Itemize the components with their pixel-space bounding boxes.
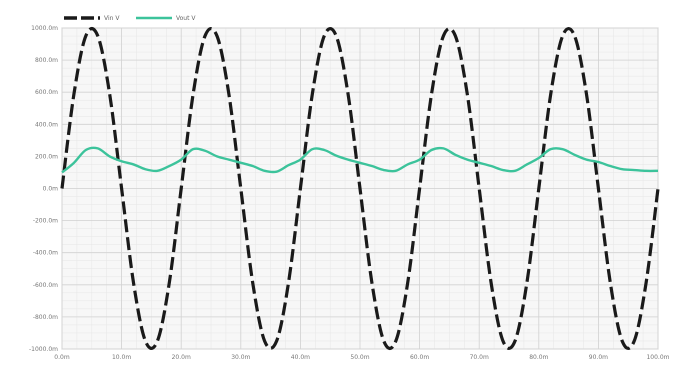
x-tick-label: 100.0m <box>646 354 669 361</box>
x-tick-label: 80.0m <box>529 354 548 361</box>
series-line-vout <box>61 146 659 174</box>
x-tick-label: 50.0m <box>350 354 369 361</box>
x-tick-label: 10.0m <box>112 354 131 361</box>
y-tick-label: 600.0m <box>35 89 58 96</box>
x-axis-ticks: 0.0m 10.0m 20.0m 30.0m 40.0m 50.0m 60.0m 70.0m 8… <box>54 354 669 361</box>
x-tick-label: 90.0m <box>589 354 608 361</box>
legend: Vin V Vout V <box>64 15 196 22</box>
x-tick-label: 20.0m <box>172 354 191 361</box>
y-tick-label: -800.0m <box>33 314 58 321</box>
legend-label: Vout V <box>176 15 196 22</box>
x-tick-label: 60.0m <box>410 354 429 361</box>
x-tick-label: 70.0m <box>470 354 489 361</box>
y-tick-label: 0.0m <box>43 186 59 193</box>
y-tick-label: 800.0m <box>35 57 58 64</box>
y-tick-label: -200.0m <box>33 218 58 225</box>
x-tick-label: 30.0m <box>231 354 250 361</box>
series-line-vin <box>60 27 660 350</box>
legend-label: Vin V <box>104 15 120 22</box>
y-tick-label: 400.0m <box>35 121 58 128</box>
y-tick-label: -600.0m <box>33 282 58 289</box>
x-tick-label: 40.0m <box>291 354 310 361</box>
y-tick-label: -1000.0m <box>29 346 58 353</box>
x-tick-label: 0.0m <box>54 354 70 361</box>
y-tick-label: -400.0m <box>33 250 58 257</box>
series-lines <box>60 27 660 350</box>
y-tick-label: 1000.0m <box>31 25 58 32</box>
y-tick-label: 200.0m <box>35 153 58 160</box>
y-axis-ticks: 1000.0m 800.0m 600.0m 400.0m 200.0m 0.0m -200.… <box>29 25 58 353</box>
